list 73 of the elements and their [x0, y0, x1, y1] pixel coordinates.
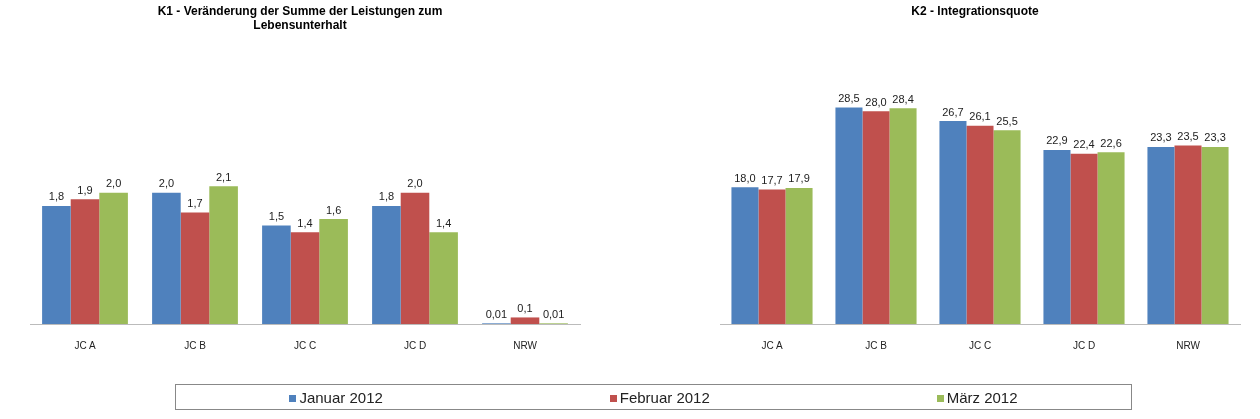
- data-label: 1,6: [325, 203, 342, 216]
- bar: [209, 186, 238, 324]
- data-label: 25,5: [996, 114, 1018, 127]
- data-label: 1,8: [378, 190, 395, 203]
- bar: [862, 111, 890, 324]
- bar: [290, 232, 320, 324]
- bar: [1043, 149, 1071, 324]
- data-label: 23,3: [1150, 131, 1172, 144]
- bar: [152, 192, 181, 324]
- data-label: 2,0: [105, 177, 122, 190]
- bar: [70, 199, 100, 324]
- bar: [785, 187, 813, 324]
- data-label: 1,7: [187, 197, 203, 210]
- bar: [939, 121, 967, 324]
- x-tick-label: JC D: [1072, 339, 1096, 351]
- legend-label: Januar 2012: [298, 388, 383, 406]
- data-label: 17,9: [788, 172, 810, 185]
- bar: [731, 187, 759, 324]
- bar: [180, 212, 210, 324]
- data-label: 28,5: [838, 91, 860, 104]
- data-label: 23,3: [1204, 131, 1226, 144]
- x-tick-label: NRW: [1176, 339, 1201, 351]
- bar: [372, 205, 401, 324]
- data-label: 28,4: [892, 92, 914, 105]
- bar: [1201, 146, 1229, 324]
- legend-label: Februar 2012: [618, 388, 710, 406]
- chart-title: K1 - Veränderung der Summe der Leistungen zum Lebensunterhalt: [156, 4, 444, 32]
- data-label: 28,0: [865, 95, 887, 108]
- bar: [966, 125, 994, 324]
- bar: [400, 192, 430, 324]
- bar: [993, 130, 1021, 324]
- bar: [262, 225, 291, 324]
- data-label: 1,5: [268, 210, 285, 223]
- data-label: 1,4: [297, 216, 313, 229]
- bar: [510, 317, 540, 324]
- legend-label: März 2012: [945, 388, 1018, 406]
- data-label: 26,7: [942, 105, 964, 118]
- data-label: 17,7: [761, 174, 783, 187]
- x-tick-label: JC B: [184, 339, 207, 351]
- x-tick-label: JC A: [761, 339, 783, 351]
- data-label: 2,0: [407, 177, 423, 190]
- data-label: 0,01: [542, 307, 565, 320]
- x-tick-label: JC A: [74, 339, 96, 351]
- x-tick-label: JC B: [865, 339, 888, 351]
- data-label: 2,0: [158, 177, 175, 190]
- x-tick-label: JC D: [403, 339, 427, 351]
- x-tick-label: JC C: [968, 339, 992, 351]
- bar: [1147, 146, 1175, 324]
- bar: [758, 189, 786, 324]
- bar: [1070, 153, 1098, 324]
- data-label: 18,0: [734, 171, 756, 184]
- data-label: 0,1: [517, 301, 533, 314]
- data-label: 22,9: [1046, 134, 1068, 147]
- bar: [889, 108, 917, 324]
- data-label: 1,4: [435, 216, 452, 229]
- x-tick-label: NRW: [513, 339, 538, 351]
- data-label: 2,1: [215, 170, 232, 183]
- bar: [1174, 145, 1202, 324]
- bar: [319, 219, 348, 324]
- data-label: 22,6: [1100, 136, 1122, 149]
- bar: [1097, 152, 1125, 324]
- data-label: 1,9: [77, 183, 93, 196]
- bar: [42, 205, 71, 324]
- bar: [429, 232, 458, 324]
- chart-title: K2 - Integrationsquote: [910, 4, 1040, 18]
- x-tick-label: JC C: [293, 339, 317, 351]
- data-label: 0,01: [485, 307, 508, 320]
- data-label: 26,1: [969, 110, 991, 123]
- bar: [835, 107, 863, 324]
- bar: [99, 192, 128, 324]
- data-label: 23,5: [1177, 129, 1199, 142]
- data-label: 22,4: [1073, 138, 1095, 151]
- data-label: 1,8: [48, 190, 65, 203]
